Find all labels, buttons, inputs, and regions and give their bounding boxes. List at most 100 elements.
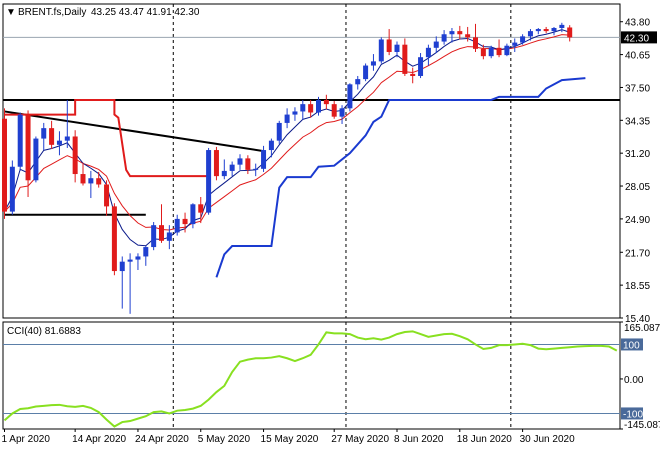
date-label: 8 Jun 2020 (394, 434, 444, 445)
current-price-tag: 42.30 (621, 31, 657, 44)
candle-body (457, 31, 462, 34)
date-label: 30 Jun 2020 (520, 434, 575, 445)
candle-body (512, 43, 517, 46)
candle-body (292, 111, 297, 114)
candle-body (151, 225, 156, 247)
candle-body (504, 46, 509, 55)
candle-body (402, 45, 407, 74)
candle-body (418, 57, 423, 76)
candle-body (41, 128, 46, 138)
candle-body (253, 169, 258, 170)
candle-body (395, 45, 400, 52)
candle-body (363, 66, 368, 80)
candle-body (120, 262, 125, 271)
candle-body (567, 27, 572, 37)
date-label: 15 May 2020 (261, 434, 319, 445)
candle-body (497, 48, 502, 55)
date-label: 18 Jun 2020 (457, 434, 512, 445)
date-label: 24 Apr 2020 (135, 434, 189, 445)
candle-body (434, 42, 439, 48)
candle-body (222, 171, 227, 176)
candle-body (347, 84, 352, 108)
candle-body (65, 136, 70, 140)
candle-body (104, 184, 109, 206)
candle-body (300, 104, 305, 111)
candle-body (214, 150, 219, 176)
candle-body (88, 178, 93, 183)
candle-body (261, 150, 266, 169)
candle-body (81, 174, 86, 183)
current-price-label: 42.30 (624, 33, 649, 44)
candle-body (442, 34, 447, 41)
price-tick-label: 31.20 (625, 149, 650, 160)
price-tick-label: 34.35 (625, 116, 650, 127)
price-tick-label: 18.55 (625, 281, 650, 292)
cci-level-label: 100 (623, 340, 640, 351)
date-label: 27 May 2020 (331, 434, 389, 445)
candle-body (489, 48, 494, 56)
ohlc-values: 43.25 43.47 41.91 42.30 (91, 7, 200, 18)
candle-body (371, 61, 376, 65)
date-label: 1 Apr 2020 (2, 434, 51, 445)
candle-body (49, 128, 54, 145)
date-label: 14 Apr 2020 (72, 434, 126, 445)
candle-body (481, 49, 486, 56)
candle-body (324, 100, 329, 104)
candle-body (465, 34, 470, 37)
candle-body (2, 119, 7, 212)
candle-body (426, 48, 431, 57)
cci-tick-label: -145.0879 (624, 420, 660, 431)
candle-body (96, 178, 101, 184)
candle-body (183, 219, 188, 224)
candle-body (175, 219, 180, 233)
cci-level-tag: -100 (621, 407, 643, 420)
candle-body (552, 28, 557, 31)
candle-body (238, 158, 243, 164)
price-panel-frame (3, 4, 620, 318)
cci-title: CCI(40) 81.6883 (7, 326, 81, 337)
price-tick-label: 37.50 (625, 83, 650, 94)
candle-body (544, 29, 549, 31)
candle-body (308, 104, 313, 112)
candle-body (269, 141, 274, 150)
candle-body (387, 39, 392, 52)
candle-body (190, 204, 195, 224)
candle-body (332, 104, 337, 117)
price-tick-label: 43.80 (625, 18, 650, 29)
candle-body (449, 31, 454, 34)
candle-body (340, 108, 345, 116)
cci-level-tag: 100 (621, 338, 643, 351)
candle-body (277, 123, 282, 141)
candle-body (410, 74, 415, 76)
candle-body (355, 79, 360, 84)
candle-body (536, 29, 541, 31)
candle-body (159, 225, 164, 241)
date-label: 5 May 2020 (198, 434, 251, 445)
candle-body (230, 165, 235, 171)
candle-body (135, 256, 140, 259)
cci-level-label: -100 (623, 409, 643, 420)
candle-body (198, 204, 203, 212)
candle-body (316, 100, 321, 113)
candle-body (10, 167, 15, 212)
candle-body (520, 36, 525, 42)
menu-arrow-icon[interactable]: ▼ (6, 7, 16, 18)
candle-body (206, 150, 211, 213)
candle-body (33, 139, 38, 181)
cci-tick-label: 0.00 (624, 375, 644, 386)
candle-body (112, 206, 117, 271)
price-tick-label: 24.90 (625, 215, 650, 226)
candle-body (379, 39, 384, 61)
price-tick-label: 40.65 (625, 51, 650, 62)
price-tick-label: 21.70 (625, 248, 650, 259)
candle-body (26, 115, 31, 181)
candle-body (18, 115, 23, 167)
candle-body (143, 247, 148, 256)
candle-body (128, 260, 133, 262)
candle-body (57, 141, 62, 145)
price-tick-label: 28.05 (625, 182, 650, 193)
candle-body (559, 25, 564, 28)
symbol-title: BRENT.fs,Daily (18, 7, 86, 18)
